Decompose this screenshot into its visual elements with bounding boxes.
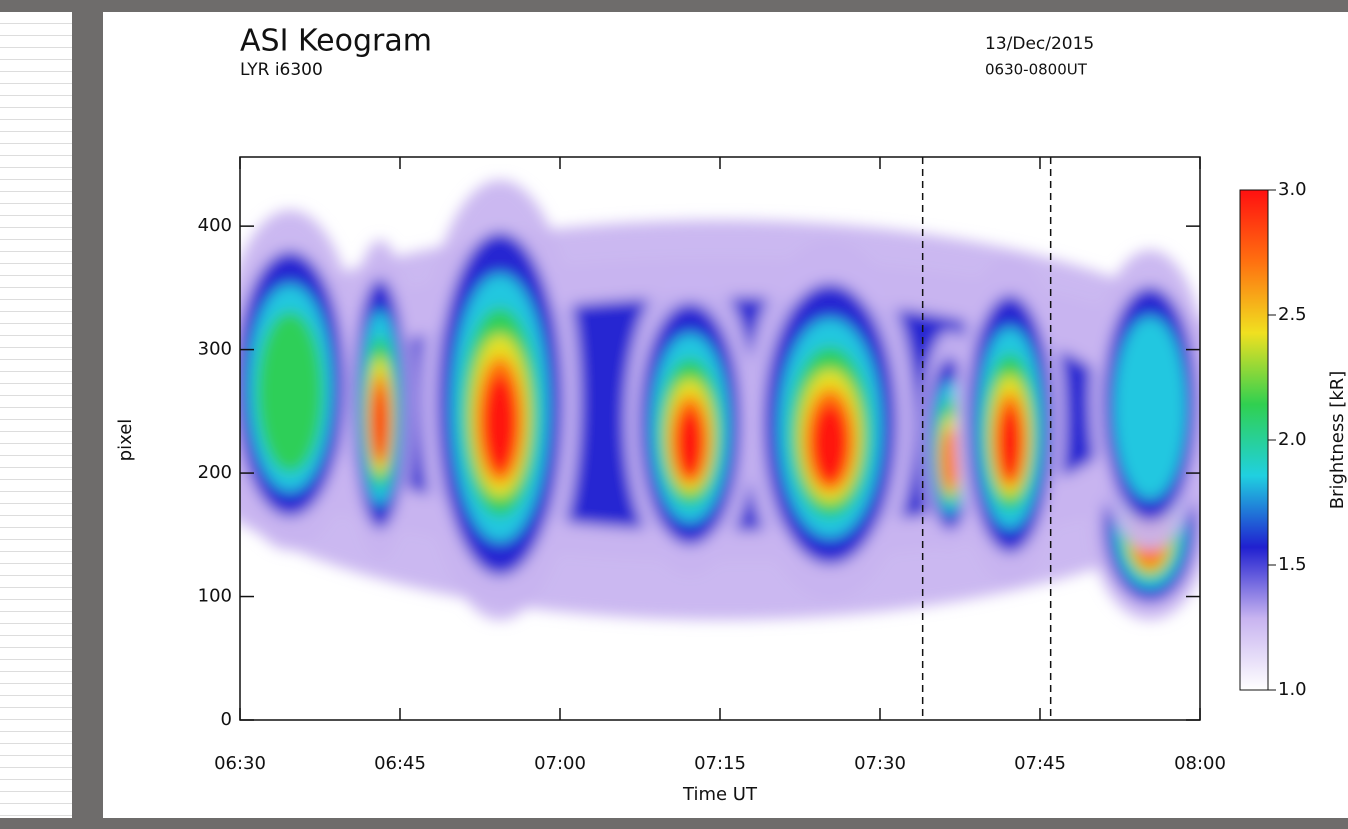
colorbar-tick-label: 2.5 — [1278, 304, 1307, 325]
heat-region — [372, 387, 388, 461]
colorbar-tick-label: 1.0 — [1278, 679, 1307, 700]
colorbar — [1239, 189, 1269, 691]
date-label: 13/Dec/2015 — [985, 34, 1094, 54]
x-tick-label: 06:30 — [214, 753, 266, 774]
heat-region — [941, 428, 959, 492]
x-axis-label: Time UT — [682, 784, 758, 805]
heat-region — [481, 374, 519, 474]
colorbar-tick-label: 3.0 — [1278, 179, 1307, 200]
x-tick-label: 08:00 — [1174, 753, 1226, 774]
x-tick-label: 06:45 — [374, 753, 426, 774]
heat-region — [810, 403, 850, 485]
colorbar-tick-label: 2.0 — [1278, 429, 1307, 450]
side-panel-lines — [0, 12, 72, 818]
chart-subtitle: LYR i6300 — [240, 60, 323, 80]
x-tick-label: 07:15 — [694, 753, 746, 774]
x-tick-label: 07:45 — [1014, 753, 1066, 774]
x-tick-label: 07:00 — [534, 753, 586, 774]
heat-region — [997, 406, 1023, 482]
heat-region — [1113, 316, 1187, 500]
chart-title: ASI Keogram — [240, 24, 432, 59]
y-tick-label: 300 — [198, 339, 232, 360]
y-tick-label: 400 — [198, 215, 232, 236]
heat-region — [675, 409, 705, 479]
heat-region — [256, 311, 324, 473]
x-tick-label: 07:30 — [854, 753, 906, 774]
colorbar-tick-label: 1.5 — [1278, 554, 1307, 575]
y-tick-label: 0 — [221, 709, 232, 730]
y-axis-label: pixel — [115, 419, 136, 462]
y-tick-label: 100 — [198, 586, 232, 607]
time-range-label: 0630-0800UT — [985, 61, 1088, 79]
colorbar-label: Brightness [kR] — [1327, 371, 1348, 510]
y-tick-label: 200 — [198, 462, 232, 483]
